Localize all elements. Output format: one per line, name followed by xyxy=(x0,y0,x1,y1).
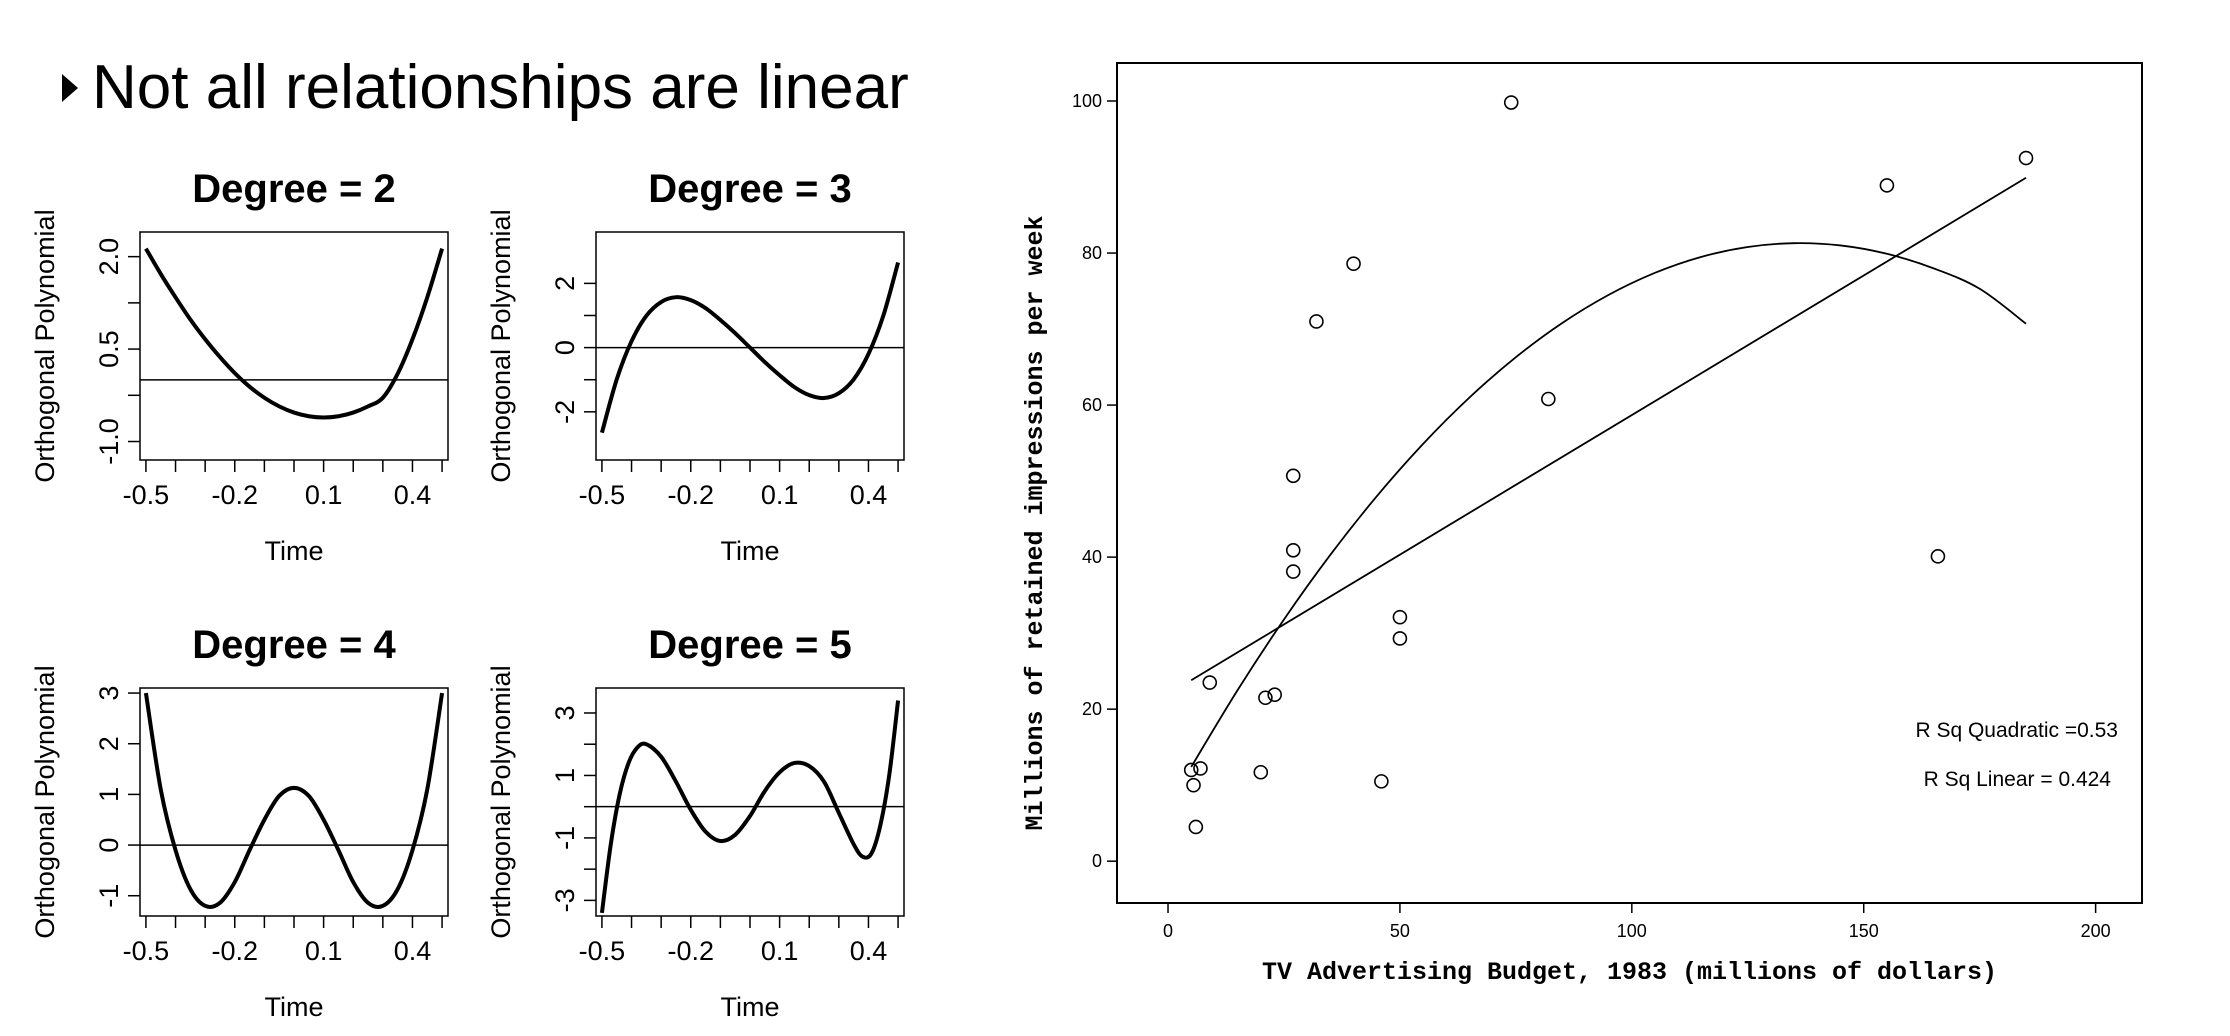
data-point xyxy=(1186,777,1201,793)
y-tick-label: 2 xyxy=(94,736,124,751)
polynomial-curve xyxy=(599,700,901,914)
x-tick-label: -0.5 xyxy=(123,936,170,966)
y-tick-label: 100 xyxy=(1072,91,1102,111)
x-tick-label: 0.1 xyxy=(305,936,343,966)
y-tick-label: 40 xyxy=(1082,547,1102,567)
x-tick-label: 0.1 xyxy=(761,936,799,966)
data-point xyxy=(1285,542,1301,558)
data-point xyxy=(1503,95,1519,110)
y-tick-label: 0.5 xyxy=(94,330,124,368)
data-point xyxy=(1193,761,1208,776)
degree-5-chart: Degree = 5 -0.5 -0.2 0.1 0.4 -3 -1 1 3 Time Orthog… xyxy=(486,623,905,1022)
y-tick-label: 0 xyxy=(94,838,124,853)
x-tick-label: 200 xyxy=(2081,921,2111,941)
x-axis-label: Time xyxy=(721,536,780,566)
x-tick-label: -0.5 xyxy=(579,936,626,966)
plot-frame xyxy=(139,231,449,461)
polynomial-curve xyxy=(144,247,444,420)
x-tick-label: 0.1 xyxy=(305,480,343,510)
quadratic-fit-curve xyxy=(1190,242,2027,768)
x-tick-label: -0.5 xyxy=(123,480,170,510)
data-point xyxy=(1930,549,1946,564)
plot-frame xyxy=(595,687,905,917)
triangle-bullet-icon xyxy=(62,74,78,102)
y-axis-label: Orthogonal Polynomial xyxy=(486,209,516,482)
data-point xyxy=(1879,178,1895,193)
x-tick-label: 50 xyxy=(1390,921,1410,941)
data-point xyxy=(1392,609,1408,625)
x-tick-label: -0.5 xyxy=(579,480,626,510)
polynomial-curve xyxy=(599,261,901,434)
x-axis-label: Time xyxy=(265,536,324,566)
data-point xyxy=(1374,774,1389,789)
x-tick-label: 100 xyxy=(1617,921,1647,941)
y-tick-label: 0 xyxy=(550,340,580,355)
y-tick-label: 3 xyxy=(550,705,580,720)
y-tick-label: 1 xyxy=(94,787,124,802)
y-axis-label: Orthogonal Polynomial xyxy=(30,209,60,482)
x-tick-label: 0.4 xyxy=(394,936,432,966)
chart-title: Degree = 4 xyxy=(192,623,396,667)
y-tick-label: -1.0 xyxy=(94,418,124,465)
chart-title: Degree = 5 xyxy=(648,623,851,667)
x-axis-label: Time xyxy=(721,992,780,1022)
data-point xyxy=(1202,675,1218,690)
data-point xyxy=(1267,687,1282,703)
chart-title: Degree = 3 xyxy=(648,167,851,211)
data-point xyxy=(1258,690,1273,706)
data-point xyxy=(2018,150,2034,166)
degree-4-chart: Degree = 4 -0.5 -0.2 0.1 0.4 -1 0 1 2 3 Time Orthog… xyxy=(30,623,449,1022)
degree-3-chart: Degree = 3 -0.5 -0.2 0.1 0.4 -2 0 2 Time Orthogon… xyxy=(486,167,905,566)
r-sq-quadratic-annotation: R Sq Quadratic =0.53 xyxy=(1915,719,2118,742)
y-tick-label: -1 xyxy=(94,884,124,908)
x-tick-label: -0.2 xyxy=(212,480,259,510)
linear-fit-line xyxy=(1190,177,2027,682)
x-axis-label: TV Advertising Budget, 1983 (millions of… xyxy=(1262,958,1997,987)
chart-title: Degree = 2 xyxy=(192,167,395,211)
y-axis-label: Millions of retained impressions per wee… xyxy=(1021,215,1050,830)
y-tick-label: -1 xyxy=(550,826,580,850)
x-tick-label: -0.2 xyxy=(668,936,715,966)
slide-heading: Not all relationships are linear xyxy=(62,48,909,128)
plot-frame xyxy=(1116,62,2143,904)
r-sq-linear-annotation: R Sq Linear = 0.424 xyxy=(1924,768,2112,791)
x-tick-label: -0.2 xyxy=(668,480,715,510)
y-tick-label: 80 xyxy=(1082,243,1102,263)
y-axis-label: Orthogonal Polynomial xyxy=(486,665,516,938)
x-tick-label: 0 xyxy=(1163,921,1173,941)
data-point xyxy=(1285,564,1301,579)
x-tick-label: 0.4 xyxy=(394,480,432,510)
data-point xyxy=(1188,819,1204,835)
y-axis-label: Orthogonal Polynomial xyxy=(30,665,60,938)
data-point xyxy=(1183,762,1199,778)
data-point xyxy=(1392,631,1408,646)
y-tick-label: 3 xyxy=(94,686,124,701)
heading-text: Not all relationships are linear xyxy=(92,53,909,122)
tv-advertising-scatter-chart: 0 50 100 150 200 0 20 40 60 80 100 TV Advertising B… xyxy=(1021,62,2143,987)
x-axis-label: Time xyxy=(265,992,324,1022)
y-tick-label: -2 xyxy=(550,400,580,424)
degree-2-chart: Degree = 2 -0.5 -0.2 0.1 0.4 -1.0 0.5 2.0 Time Or… xyxy=(30,167,449,566)
y-tick-label: 0 xyxy=(1092,851,1102,871)
y-tick-label: -3 xyxy=(550,888,580,912)
x-tick-label: -0.2 xyxy=(212,936,259,966)
x-tick-label: 150 xyxy=(1849,921,1879,941)
y-tick-label: 20 xyxy=(1082,699,1102,719)
data-point xyxy=(1541,391,1556,407)
y-tick-label: 2.0 xyxy=(94,238,124,276)
y-tick-label: 1 xyxy=(550,768,580,783)
y-tick-label: 60 xyxy=(1082,395,1102,415)
x-tick-label: 0.4 xyxy=(850,480,888,510)
x-tick-label: 0.4 xyxy=(850,936,888,966)
polynomial-curve xyxy=(143,692,445,909)
data-point xyxy=(1253,764,1269,780)
y-tick-label: 2 xyxy=(550,276,580,291)
data-point xyxy=(1346,256,1361,271)
data-point xyxy=(1285,468,1301,484)
x-tick-label: 0.1 xyxy=(761,480,799,510)
data-point xyxy=(1309,314,1324,329)
